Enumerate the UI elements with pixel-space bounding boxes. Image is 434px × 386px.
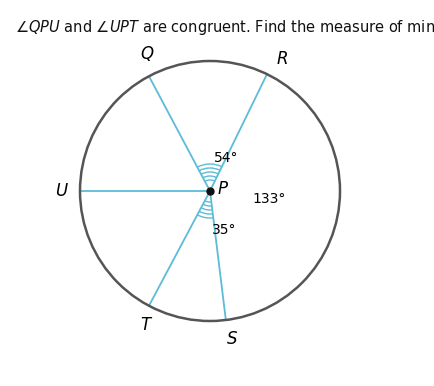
Text: T: T — [140, 316, 150, 334]
Text: 35°: 35° — [212, 223, 237, 237]
Text: S: S — [227, 330, 237, 349]
Text: $\angle QPU$ and $\angle UPT$ are congruent. Find the measure of minor arc $\wid: $\angle QPU$ and $\angle UPT$ are congru… — [15, 14, 434, 38]
Text: Q: Q — [141, 45, 154, 63]
Text: U: U — [55, 182, 67, 200]
Text: 54°: 54° — [214, 151, 239, 165]
Text: 133°: 133° — [252, 192, 286, 206]
Text: R: R — [276, 50, 288, 68]
Text: $\angle QPU$ and $\angle UPT$ are congruent. Find the measure of minor arc $\wid: $\angle QPU$ and $\angle UPT$ are congru… — [0, 382, 434, 386]
Text: P: P — [218, 180, 228, 198]
